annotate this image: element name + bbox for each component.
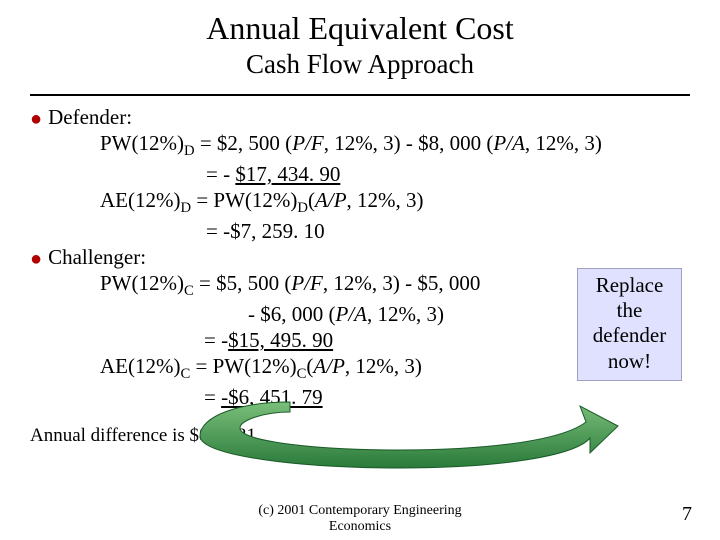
defender-bullet-row: ● Defender:	[30, 104, 690, 130]
defender-label: Defender:	[48, 104, 132, 130]
bullet-icon: ●	[30, 249, 42, 269]
bullet-icon: ●	[30, 109, 42, 129]
callout-line: Replace	[582, 273, 677, 298]
defender-pw-value: = - $17, 434. 90	[206, 161, 690, 187]
page-number: 7	[682, 503, 692, 526]
footer-copyright: (c) 2001 Contemporary Engineering Econom…	[0, 503, 720, 534]
replace-callout: Replace the defender now!	[577, 268, 682, 381]
slide: Annual Equivalent Cost Cash Flow Approac…	[0, 0, 720, 540]
callout-line: defender	[582, 323, 677, 348]
footer-line: (c) 2001 Contemporary Engineering	[258, 503, 461, 518]
defender-ae-value: = -$7, 259. 10	[206, 218, 690, 244]
callout-line: now!	[582, 349, 677, 374]
defender-pw-line1: PW(12%)D = $2, 500 (P/F, 12%, 3) - $8, 0…	[100, 130, 690, 161]
defender-ae-line1: AE(12%)D = PW(12%)D(A/P, 12%, 3)	[100, 187, 690, 218]
annual-difference-note: Annual difference is $807. 31	[30, 424, 690, 448]
challenger-label: Challenger:	[48, 244, 146, 270]
footer-line: Economics	[329, 519, 391, 534]
content-area: ● Defender: PW(12%)D = $2, 500 (P/F, 12%…	[30, 104, 690, 448]
challenger-ae-value: = -$6, 451. 79	[204, 384, 690, 410]
slide-subtitle: Cash Flow Approach	[30, 49, 690, 80]
divider	[30, 94, 690, 96]
callout-line: the	[582, 298, 677, 323]
challenger-bullet-row: ● Challenger:	[30, 244, 690, 270]
slide-title: Annual Equivalent Cost	[30, 10, 690, 47]
